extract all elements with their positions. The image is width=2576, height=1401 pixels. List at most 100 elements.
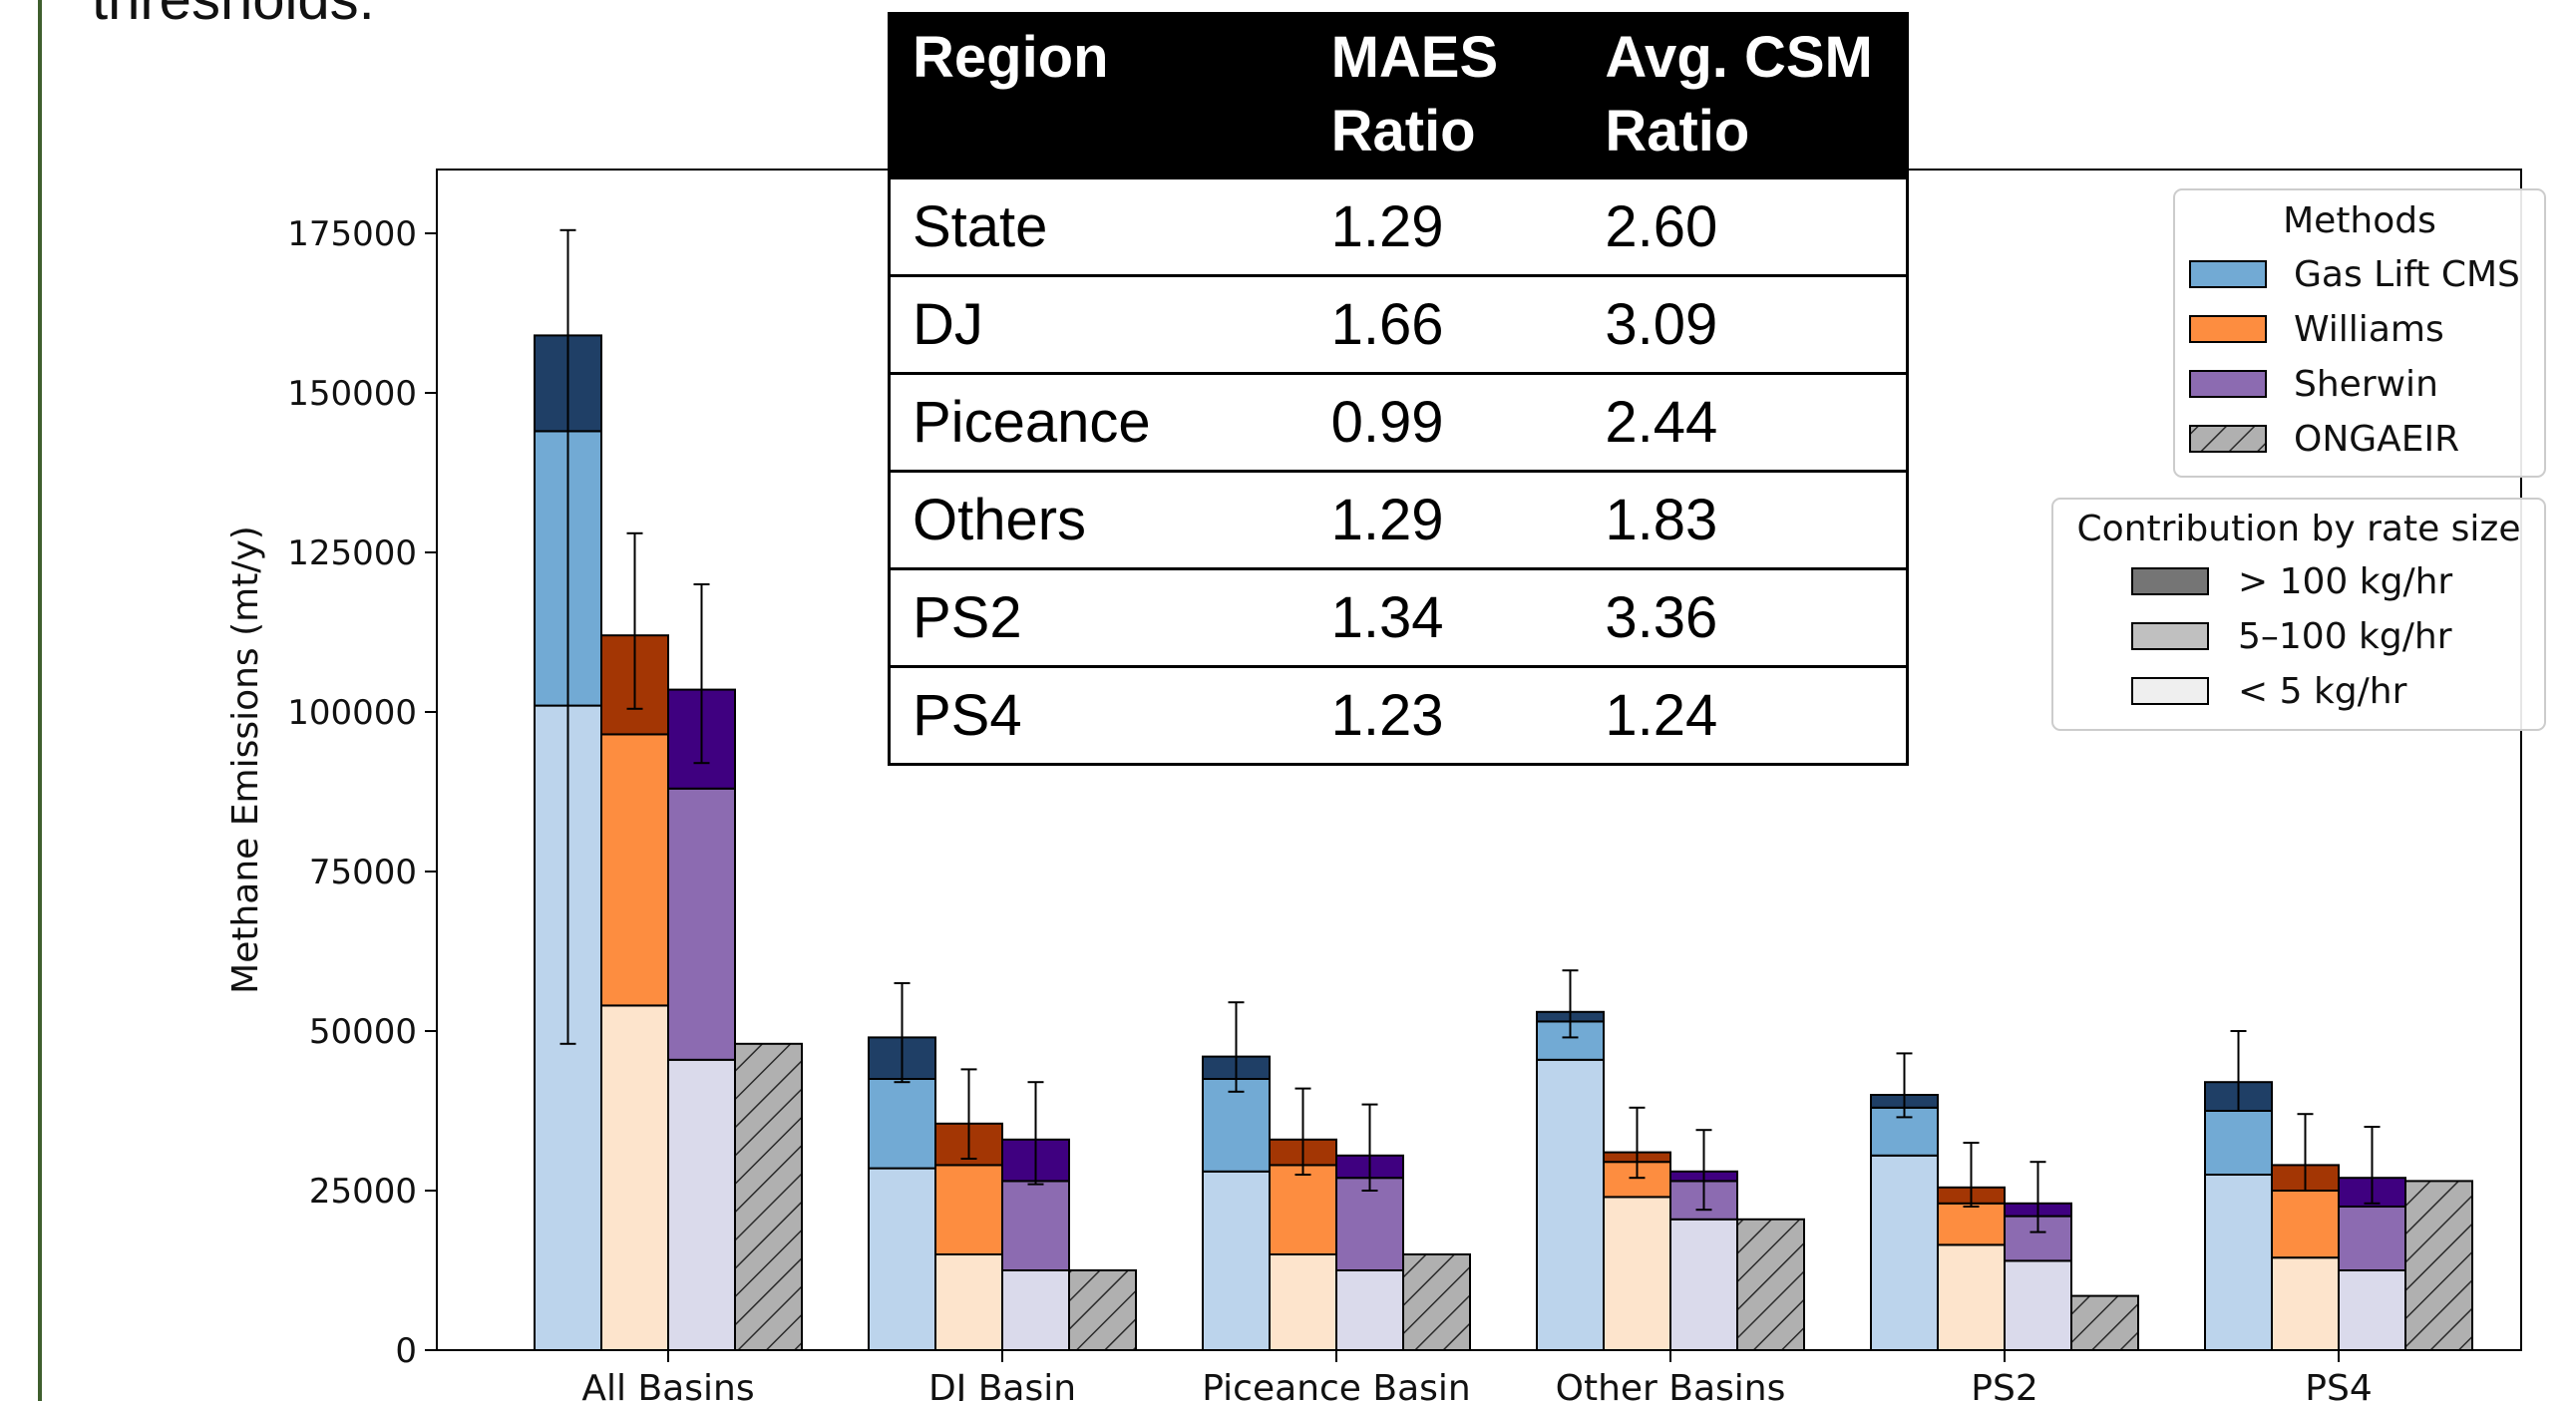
table-cell-region: Piceance (889, 372, 1309, 472)
legend-size-swatch-1 (2131, 622, 2209, 650)
bar-williams-mid (1937, 1202, 2006, 1246)
bar-sherwin-mid (1335, 1177, 1404, 1271)
y-tick-label: 25000 (309, 1172, 417, 1212)
legend-size-swatch-0 (2131, 567, 2209, 595)
bar-williams-small (2271, 1256, 2340, 1351)
table-cell-region: PS4 (889, 665, 1309, 765)
table-cell-region: DJ (889, 274, 1309, 374)
legend-swatch-0 (2189, 260, 2267, 288)
table-header-csm: Avg. CSM Ratio (1583, 13, 1908, 178)
bar-gaslift-small (868, 1167, 936, 1351)
table-cell-maes: 1.29 (1308, 470, 1584, 569)
bar-ongaeir (1068, 1269, 1137, 1351)
x-tick-label: PS2 (1971, 1368, 2037, 1401)
bar-sherwin-small (1669, 1218, 1738, 1352)
bar-ongaeir (2070, 1294, 2139, 1351)
table-header-row: Region MAES Ratio Avg. CSM Ratio (889, 13, 1908, 178)
x-tick-label: All Basins (581, 1368, 754, 1401)
table-cell-csm: 2.60 (1583, 176, 1908, 276)
x-tick-label: DJ Basin (928, 1368, 1076, 1401)
bar-gaslift-small (1870, 1154, 1939, 1352)
table-cell-maes: 0.99 (1308, 372, 1584, 472)
bar-williams-mid (1269, 1164, 1337, 1256)
y-tick-label: 100000 (287, 693, 417, 733)
bar-williams-small (1603, 1196, 1671, 1352)
x-tick-label: PS4 (2305, 1368, 2372, 1401)
table-header-maes: MAES Ratio (1308, 13, 1584, 178)
table-row: DJ 1.66 3.09 (889, 274, 1908, 374)
bar-sherwin-small (1335, 1269, 1404, 1351)
header-line: Avg. CSM (1605, 25, 1873, 90)
y-axis-label: Methane Emissions (mt/y) (225, 525, 266, 994)
legend-method-label: ONGAEIR (2294, 419, 2459, 460)
table-cell-region: Others (889, 470, 1309, 569)
table-cell-maes: 1.29 (1308, 176, 1584, 276)
header-line: Ratio (1605, 99, 1750, 164)
table-cell-csm: 3.36 (1583, 567, 1908, 667)
legend-method-label: Sherwin (2294, 364, 2438, 405)
table-row: State 1.29 2.60 (889, 176, 1908, 276)
slide-heading-fragment: thresholds. (92, 0, 375, 33)
bar-sherwin-mid (667, 787, 736, 1061)
ratio-table: Region MAES Ratio Avg. CSM Ratio State 1… (888, 12, 1909, 766)
x-tick-label: Piceance Basin (1202, 1368, 1470, 1401)
header-line: Ratio (1330, 99, 1476, 164)
table-cell-csm: 1.24 (1583, 665, 1908, 765)
legend-method-label: Williams (2294, 309, 2444, 350)
x-tick-label: Other Basins (1556, 1368, 1786, 1401)
bar-williams-small (934, 1253, 1003, 1351)
legend-size-label: 5–100 kg/hr (2238, 616, 2452, 657)
bar-sherwin-small (2004, 1259, 2072, 1352)
legend-method-label: Gas Lift CMS (2294, 254, 2520, 295)
legend-swatch-1 (2189, 315, 2267, 343)
bar-williams-mid (2271, 1190, 2340, 1259)
y-tick-label: 50000 (309, 1012, 417, 1052)
bar-ongaeir (1736, 1218, 1805, 1352)
bar-sherwin-small (667, 1058, 736, 1352)
table-header-region: Region (889, 13, 1309, 178)
table-row: Piceance 0.99 2.44 (889, 372, 1908, 472)
y-tick-label: 125000 (287, 533, 417, 573)
table-cell-csm: 2.44 (1583, 372, 1908, 472)
bar-williams-small (600, 1004, 669, 1352)
legend-swatch-2 (2189, 370, 2267, 398)
bar-ongaeir (734, 1042, 803, 1352)
bar-ongaeir (1402, 1253, 1471, 1351)
table-cell-csm: 3.09 (1583, 274, 1908, 374)
bar-gaslift-mid (2204, 1110, 2273, 1176)
left-accent-bar (38, 0, 42, 1401)
bar-gaslift-small (1536, 1058, 1605, 1352)
y-tick-label: 0 (395, 1331, 417, 1371)
bar-sherwin-mid (1001, 1180, 1070, 1272)
bar-ongaeir (2404, 1180, 2473, 1352)
legend-size-title: Contribution by rate size (2077, 509, 2521, 549)
bar-sherwin-small (1001, 1269, 1070, 1351)
table-cell-maes: 1.34 (1308, 567, 1584, 667)
legend-size-label: < 5 kg/hr (2238, 671, 2407, 712)
bar-gaslift-small (2204, 1174, 2273, 1351)
table-cell-csm: 1.83 (1583, 470, 1908, 569)
table-cell-maes: 1.66 (1308, 274, 1584, 374)
y-tick-label: 175000 (287, 214, 417, 254)
table-cell-region: PS2 (889, 567, 1309, 667)
bar-williams-mid (934, 1164, 1003, 1256)
bar-williams-mid (600, 733, 669, 1007)
table-cell-region: State (889, 176, 1309, 276)
bar-williams-small (1269, 1253, 1337, 1351)
table-cell-maes: 1.23 (1308, 665, 1584, 765)
header-line: Region (913, 25, 1109, 90)
table-row: PS2 1.34 3.36 (889, 567, 1908, 667)
y-tick-label: 75000 (309, 853, 417, 892)
bar-gaslift-mid (868, 1078, 936, 1170)
table-row: PS4 1.23 1.24 (889, 665, 1908, 765)
legend-size-label: > 100 kg/hr (2238, 561, 2452, 602)
header-line: MAES (1330, 25, 1499, 90)
legend-swatch-3 (2189, 425, 2267, 453)
y-tick-label: 150000 (287, 374, 417, 414)
legend-size-swatch-2 (2131, 677, 2209, 705)
legend-size-box (2051, 498, 2546, 731)
bar-gaslift-small (1202, 1170, 1271, 1352)
bar-gaslift-mid (1202, 1078, 1271, 1173)
table-row: Others 1.29 1.83 (889, 470, 1908, 569)
